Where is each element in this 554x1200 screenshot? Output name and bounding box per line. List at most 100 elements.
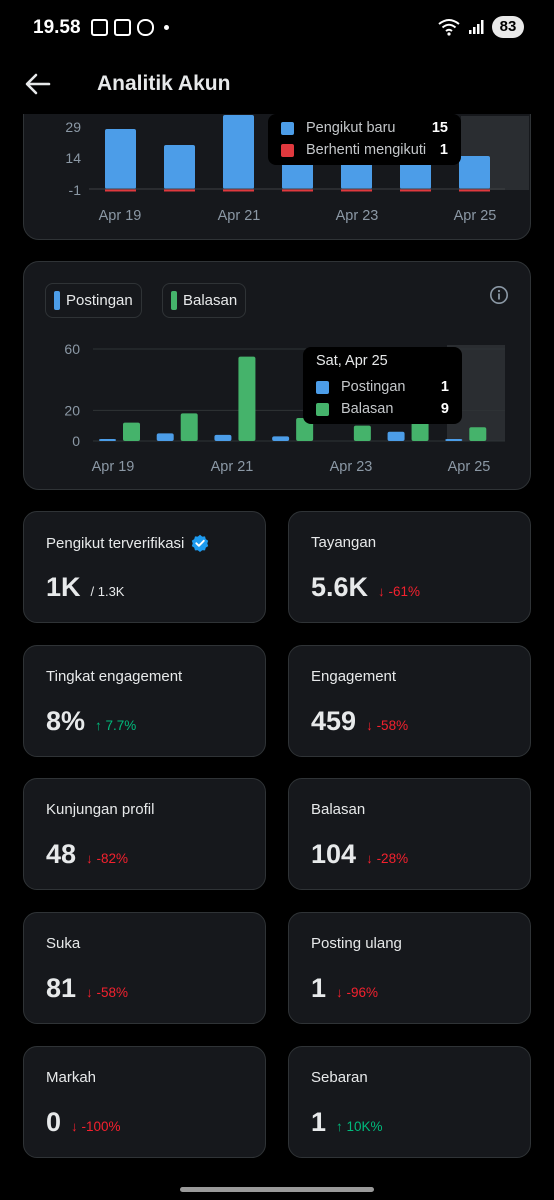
- balasan-bar[interactable]: [180, 413, 198, 441]
- stat-change: ↓ -58%: [86, 985, 129, 1000]
- stat-label-text: Tayangan: [311, 534, 377, 551]
- stat-label: Engagement: [311, 668, 396, 685]
- x-tick-label: Apr 19: [99, 208, 142, 224]
- stat-card[interactable]: Posting ulang 1 ↓ -96%: [288, 912, 531, 1024]
- postingan-swatch: [54, 291, 60, 310]
- unfollows-bar[interactable]: [459, 189, 490, 192]
- stat-card[interactable]: Suka 81 ↓ -58%: [23, 912, 266, 1024]
- stat-total: / 1.3K: [90, 584, 125, 599]
- y-tick-label: -1: [69, 182, 82, 198]
- stat-value: 48: [46, 839, 77, 869]
- tooltip-value: 9: [440, 401, 449, 417]
- posts-chart: 60 20 0 Apr 19 Apr 21 Apr 23 Apr 25: [64, 341, 505, 475]
- stat-label: Posting ulang: [311, 935, 402, 952]
- stat-change: ↓ -28%: [366, 851, 409, 866]
- stat-card[interactable]: Tayangan 5.6K ↓ -61%: [288, 511, 531, 623]
- new-followers-bar[interactable]: [459, 156, 490, 189]
- system-icons: 83: [438, 16, 524, 38]
- stat-value-row: 459 ↓ -58%: [311, 706, 408, 737]
- stat-label: Tayangan: [311, 534, 376, 551]
- stat-card[interactable]: Tingkat engagement 8% ↑ 7.7%: [23, 645, 266, 757]
- y-tick-label: 14: [65, 150, 81, 166]
- legend-balasan[interactable]: Balasan: [162, 283, 247, 318]
- unfollows-bar[interactable]: [223, 189, 254, 192]
- balasan-bar[interactable]: [353, 425, 371, 441]
- battery-indicator: 83: [492, 16, 524, 38]
- new-followers-bar[interactable]: [164, 145, 195, 189]
- y-tick-label: 0: [72, 433, 80, 449]
- stat-card[interactable]: Balasan 104 ↓ -28%: [288, 778, 531, 890]
- stat-change: ↓ -61%: [378, 584, 421, 599]
- stat-label-text: Balasan: [311, 801, 366, 818]
- wifi-icon: [438, 19, 460, 36]
- stat-card[interactable]: Sebaran 1 ↑ 10K%: [288, 1046, 531, 1158]
- home-indicator[interactable]: [180, 1187, 374, 1192]
- unfollows-bar[interactable]: [282, 189, 313, 192]
- stat-value-row: 1 ↓ -96%: [311, 973, 378, 1004]
- stat-value-row: 1 ↑ 10K%: [311, 1107, 383, 1138]
- y-tick-label: 60: [64, 341, 80, 357]
- x-tick-label: Apr 23: [330, 459, 373, 475]
- stat-label-text: Pengikut terverifikasi: [46, 534, 185, 552]
- info-icon[interactable]: [489, 285, 509, 305]
- notification-icons: [91, 19, 169, 36]
- stat-card[interactable]: Engagement 459 ↓ -58%: [288, 645, 531, 757]
- stat-value-row: 1K / 1.3K: [46, 572, 124, 603]
- postingan-bar[interactable]: [214, 434, 232, 441]
- postingan-bar[interactable]: [387, 431, 405, 441]
- balasan-bar[interactable]: [123, 422, 140, 441]
- new-followers-bar[interactable]: [105, 129, 136, 189]
- balasan-bar[interactable]: [411, 422, 429, 441]
- postingan-bar[interactable]: [156, 433, 174, 441]
- x-tick-label: Apr 21: [218, 208, 261, 224]
- tooltip-value: 15: [431, 120, 448, 136]
- x-tick-label: Apr 25: [448, 459, 491, 475]
- stat-value-row: 81 ↓ -58%: [46, 973, 128, 1004]
- unfollows-bar[interactable]: [164, 189, 195, 192]
- stat-value: 104: [311, 839, 357, 869]
- stat-value: 0: [46, 1107, 62, 1137]
- tooltip-row-postingan: Postingan 1: [316, 377, 449, 397]
- new-followers-bar[interactable]: [341, 161, 372, 189]
- legend-label: Postingan: [66, 292, 133, 309]
- stat-value: 81: [46, 973, 77, 1003]
- stat-card[interactable]: Kunjungan profil 48 ↓ -82%: [23, 778, 266, 890]
- stat-value-row: 0 ↓ -100%: [46, 1107, 121, 1138]
- postingan-bar[interactable]: [99, 439, 116, 441]
- balasan-bar[interactable]: [469, 427, 487, 441]
- signal-icon: [469, 20, 484, 34]
- postingan-bar[interactable]: [272, 436, 290, 441]
- stat-label-text: Tingkat engagement: [46, 668, 183, 685]
- arrow-left-icon: [25, 73, 51, 95]
- postingan-bar[interactable]: [445, 439, 463, 441]
- followers-chart: 29 14 -1 Apr 19 Apr 21 Apr 23 Apr 25: [65, 115, 529, 224]
- stat-value: 1: [311, 973, 327, 1003]
- shop-notification-icon: [91, 19, 108, 36]
- new-followers-bar[interactable]: [400, 161, 431, 189]
- unfollows-bar[interactable]: [105, 189, 136, 192]
- stat-card[interactable]: Markah 0 ↓ -100%: [23, 1046, 266, 1158]
- stat-label-text: Engagement: [311, 668, 397, 685]
- legend-postingan[interactable]: Postingan: [45, 283, 142, 318]
- verified-badge-icon: [192, 534, 209, 552]
- stat-value: 8%: [46, 706, 86, 736]
- back-button[interactable]: [22, 68, 54, 100]
- stat-label-text: Markah: [46, 1069, 97, 1086]
- unfollows-bar[interactable]: [400, 189, 431, 192]
- tooltip-row-new-followers: Pengikut baru 15: [281, 118, 448, 138]
- unfollows-bar[interactable]: [341, 189, 372, 192]
- stat-label-text: Suka: [46, 935, 81, 952]
- stat-value-row: 48 ↓ -82%: [46, 839, 128, 870]
- tooltip-value: 1: [440, 379, 449, 395]
- stat-value-row: 5.6K ↓ -61%: [311, 572, 420, 603]
- new-followers-bar[interactable]: [282, 159, 313, 189]
- messenger-notification-icon: [137, 19, 154, 36]
- stat-label: Pengikut terverifikasi: [46, 534, 209, 552]
- new-followers-bar[interactable]: [223, 115, 254, 189]
- stat-change: ↓ -96%: [336, 985, 379, 1000]
- stat-label: Tingkat engagement: [46, 668, 182, 685]
- page-title: Analitik Akun: [97, 72, 231, 95]
- stat-label: Balasan: [311, 801, 365, 818]
- stat-card[interactable]: Pengikut terverifikasi 1K / 1.3K: [23, 511, 266, 623]
- balasan-bar[interactable]: [238, 356, 256, 441]
